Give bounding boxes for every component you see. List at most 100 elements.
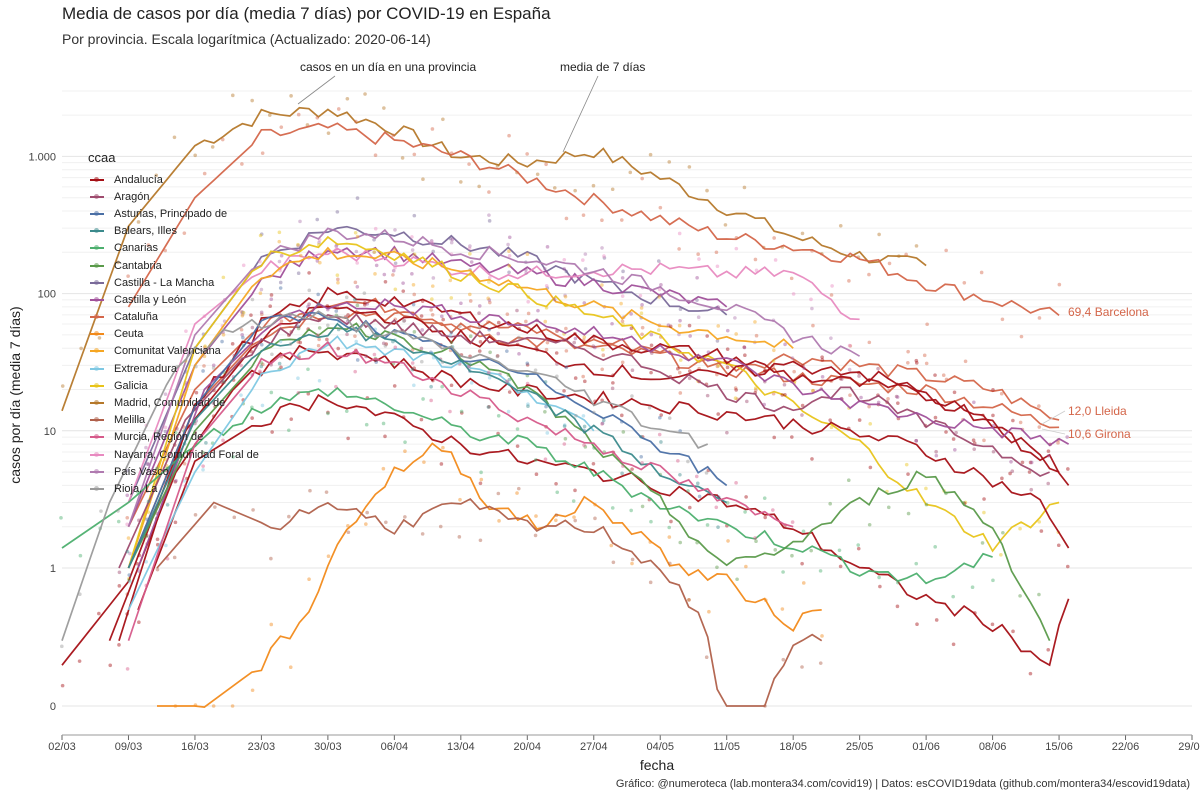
data-point xyxy=(137,620,141,625)
legend-label: Cantabria xyxy=(114,259,162,272)
data-point xyxy=(837,548,842,553)
x-tick-label: 09/03 xyxy=(115,741,143,753)
data-point xyxy=(555,490,560,495)
data-point xyxy=(980,541,985,545)
data-point xyxy=(838,223,843,228)
data-point xyxy=(544,347,549,352)
series-line xyxy=(127,310,1060,569)
data-point xyxy=(372,250,377,254)
data-point xyxy=(894,394,899,399)
data-point xyxy=(543,380,548,384)
data-point xyxy=(591,462,596,466)
data-point xyxy=(828,501,832,506)
legend-item: Navarra, Comunidad Foral de xyxy=(88,446,259,463)
data-point xyxy=(505,349,509,353)
data-point xyxy=(878,584,882,589)
data-point xyxy=(487,190,491,194)
data-point xyxy=(780,607,785,611)
data-point xyxy=(583,379,587,384)
data-point xyxy=(811,323,815,328)
data-point xyxy=(716,525,720,529)
data-point xyxy=(260,403,265,408)
data-point xyxy=(533,533,538,538)
data-point xyxy=(781,657,786,662)
data-point xyxy=(260,151,265,155)
data-point xyxy=(800,231,805,236)
x-tick-label: 30/03 xyxy=(314,741,342,753)
legend-key-icon xyxy=(88,449,106,461)
data-point xyxy=(601,353,606,357)
data-point xyxy=(487,370,491,375)
data-point xyxy=(355,196,360,200)
data-point xyxy=(269,622,274,627)
data-point xyxy=(687,376,692,381)
data-point xyxy=(270,352,274,357)
data-point xyxy=(221,275,226,280)
data-point xyxy=(315,333,320,337)
data-point xyxy=(410,361,415,365)
data-point xyxy=(706,350,711,354)
data-point xyxy=(828,418,832,422)
data-point xyxy=(545,245,550,249)
data-point xyxy=(583,445,588,449)
data-point xyxy=(336,277,340,282)
data-point xyxy=(667,525,672,530)
data-point xyxy=(999,553,1003,557)
data-point xyxy=(544,404,548,409)
data-point xyxy=(640,332,644,337)
x-tick-label: 16/03 xyxy=(181,741,209,753)
data-point xyxy=(621,430,626,434)
data-point xyxy=(647,405,652,410)
data-point xyxy=(600,367,604,372)
data-point xyxy=(1037,425,1042,429)
data-point xyxy=(477,304,482,308)
data-point xyxy=(829,336,833,340)
data-point xyxy=(562,442,567,446)
data-point xyxy=(601,418,606,423)
data-point xyxy=(924,361,929,366)
data-point xyxy=(469,260,474,264)
data-point xyxy=(1037,316,1042,320)
data-point xyxy=(790,356,795,360)
data-point xyxy=(771,508,775,512)
data-point xyxy=(296,242,300,247)
data-point xyxy=(726,539,730,543)
data-point xyxy=(715,264,720,269)
data-point xyxy=(619,301,623,306)
x-tick-label: 02/03 xyxy=(48,741,76,753)
data-point xyxy=(240,312,245,317)
data-point xyxy=(268,304,273,309)
data-point xyxy=(1028,460,1033,465)
legend-key-icon xyxy=(88,363,106,375)
data-point xyxy=(818,661,823,665)
data-point xyxy=(688,369,692,373)
data-point xyxy=(678,358,683,362)
data-point xyxy=(1037,592,1041,597)
data-point xyxy=(640,285,645,290)
data-point xyxy=(574,413,578,418)
data-point xyxy=(1018,526,1022,531)
data-point xyxy=(640,325,645,330)
data-point xyxy=(895,604,900,609)
data-point xyxy=(345,96,350,101)
data-point xyxy=(487,298,492,302)
legend-label: Canarias xyxy=(114,242,159,255)
data-point xyxy=(638,293,643,298)
data-point xyxy=(365,510,369,515)
data-point xyxy=(353,297,357,302)
data-point xyxy=(1001,530,1005,535)
data-point xyxy=(259,364,264,369)
data-point xyxy=(496,413,501,418)
series-line xyxy=(118,305,1070,641)
data-point xyxy=(487,376,492,380)
data-point xyxy=(564,326,568,331)
data-point xyxy=(277,361,282,366)
data-point xyxy=(581,414,586,418)
data-point xyxy=(126,536,131,540)
data-point xyxy=(924,502,929,507)
data-point xyxy=(734,332,738,336)
data-point xyxy=(562,423,567,427)
legend-key-icon xyxy=(88,414,106,426)
data-point xyxy=(507,377,512,382)
data-point xyxy=(723,223,728,227)
